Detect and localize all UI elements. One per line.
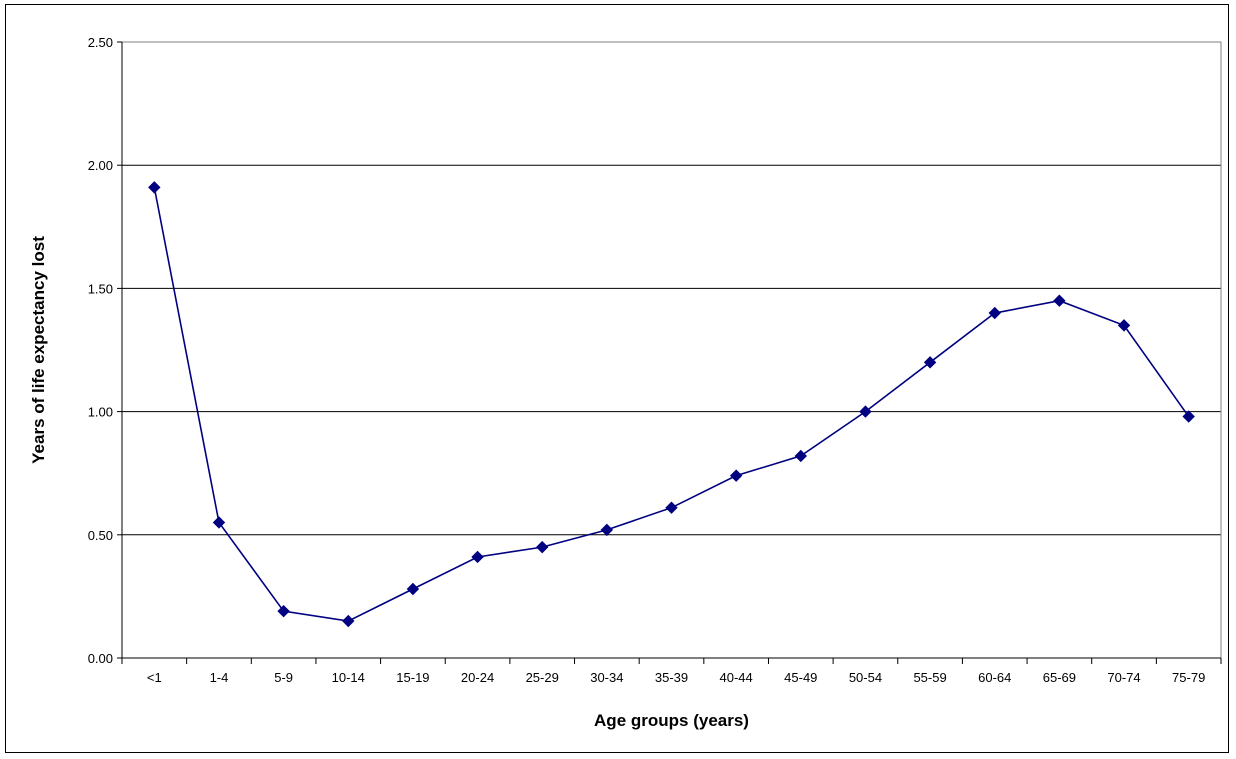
data-point — [406, 582, 420, 596]
x-tick-label: 40-44 — [720, 670, 753, 685]
line-chart: 0.00 0.50 1.00 1.50 2.00 2.50 <1 1-4 5-9 10-14 15… — [29, 35, 1222, 730]
data-point — [600, 523, 614, 537]
data-point — [665, 501, 678, 514]
x-tick-label: 45-49 — [784, 670, 817, 685]
data-point — [148, 181, 161, 194]
plot-area — [121, 41, 1222, 659]
data-point — [471, 550, 484, 564]
y-axis-title: Years of life expectancy lost — [29, 236, 48, 464]
axes — [117, 41, 1222, 664]
x-tick-label: <1 — [147, 670, 162, 685]
x-tick-label: 20-24 — [461, 670, 494, 685]
data-point — [1053, 294, 1066, 307]
x-tick-label: 50-54 — [849, 670, 882, 685]
x-tick-label: 5-9 — [274, 670, 293, 685]
x-tick-label: 35-39 — [655, 670, 688, 685]
y-tick-label: 1.50 — [88, 281, 113, 296]
y-tick-label: 2.50 — [88, 35, 113, 50]
data-point — [1182, 410, 1195, 423]
data-point — [923, 356, 937, 369]
data-point — [342, 614, 355, 628]
x-tick-label: 30-34 — [590, 670, 623, 685]
x-tick-label: 75-79 — [1172, 670, 1205, 685]
x-tick-label: 70-74 — [1107, 670, 1140, 685]
y-tick-label: 2.00 — [88, 158, 113, 173]
data-point — [729, 469, 743, 482]
x-tick-label: 15-19 — [396, 670, 429, 685]
data-point — [988, 306, 1001, 320]
y-tick-labels: 0.00 0.50 1.00 1.50 2.00 2.50 — [88, 35, 113, 666]
x-tick-label: 1-4 — [210, 670, 229, 685]
data-point — [277, 604, 290, 618]
y-tick-label: 0.50 — [88, 528, 113, 543]
y-tick-label: 0.00 — [88, 651, 113, 666]
y-tick-label: 1.00 — [88, 405, 113, 420]
gridlines — [122, 41, 1221, 659]
series-line — [153, 187, 1190, 622]
data-point — [794, 449, 808, 463]
x-axis-title: Age groups (years) — [594, 711, 749, 730]
x-tick-label: 60-64 — [978, 670, 1011, 685]
x-tick-label: 10-14 — [332, 670, 365, 685]
series-layer — [148, 181, 1195, 628]
x-tick-label: 55-59 — [913, 670, 946, 685]
data-point — [212, 516, 226, 529]
x-tick-labels: <1 1-4 5-9 10-14 15-19 20-24 25-29 30-34 35-39 40… — [147, 670, 1205, 685]
x-tick-label: 65-69 — [1043, 670, 1076, 685]
x-tick-label: 25-29 — [526, 670, 559, 685]
data-point — [1117, 319, 1131, 332]
data-point — [535, 540, 549, 554]
chart-frame: 0.00 0.50 1.00 1.50 2.00 2.50 <1 1-4 5-9 10-14 15… — [5, 4, 1229, 753]
data-point — [859, 405, 872, 418]
